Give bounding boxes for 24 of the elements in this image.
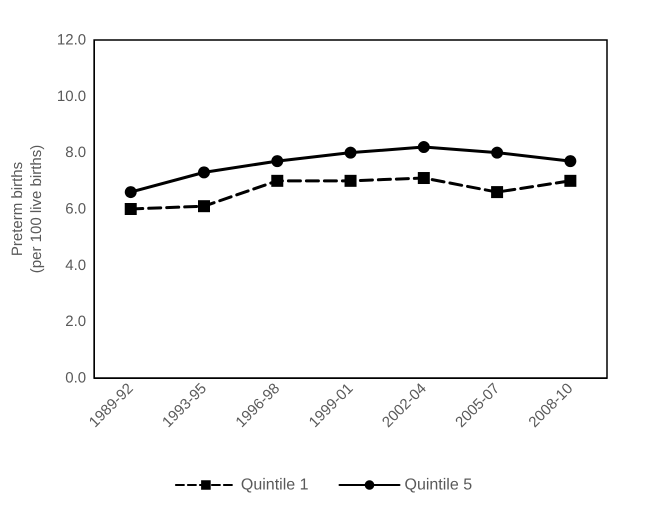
y-tick-label: 0.0 xyxy=(65,370,86,386)
legend-label: Quintile 5 xyxy=(404,476,472,494)
y-tick-label: 4.0 xyxy=(65,256,86,274)
point xyxy=(124,186,137,198)
point xyxy=(344,146,357,159)
point xyxy=(418,141,430,154)
y-tick-label: 2.0 xyxy=(65,313,86,330)
point xyxy=(271,155,284,168)
point xyxy=(418,172,430,184)
y-tick-label: 10.0 xyxy=(56,88,86,105)
point xyxy=(491,186,504,198)
point xyxy=(271,174,284,187)
point xyxy=(198,166,210,178)
y-tick-label: 12.0 xyxy=(56,32,86,48)
point xyxy=(491,146,504,159)
point xyxy=(564,174,576,187)
point xyxy=(198,200,210,212)
y-axis-title: Preterm births (per 100 live births) xyxy=(9,144,45,274)
point xyxy=(124,203,137,215)
point xyxy=(344,174,357,187)
point xyxy=(564,155,576,168)
y-tick-label: 6.0 xyxy=(65,200,86,218)
legend-label: Quintile 1 xyxy=(240,476,309,494)
y-tick-label: 8.0 xyxy=(65,144,86,162)
